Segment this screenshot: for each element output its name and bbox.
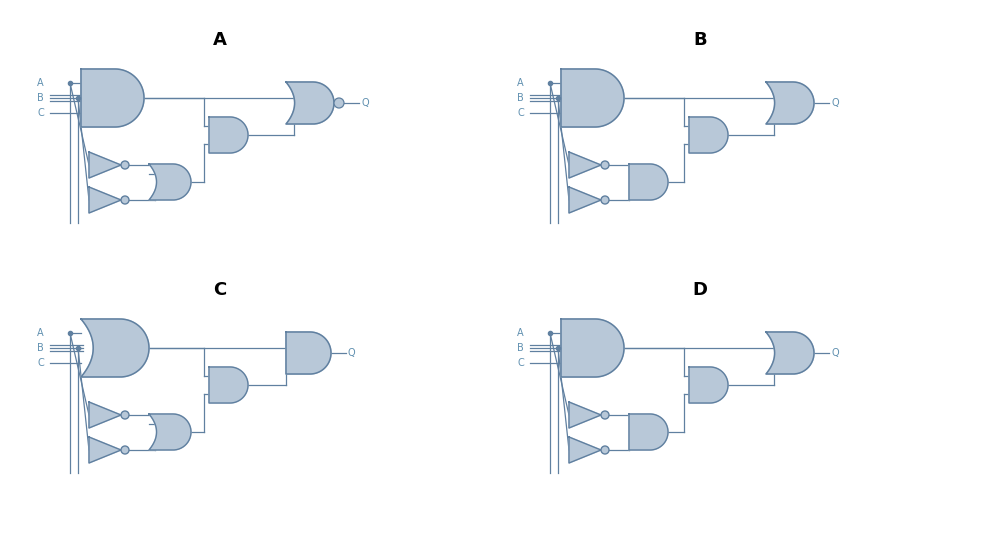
Text: Q: Q: [831, 98, 839, 108]
Polygon shape: [149, 414, 191, 450]
Polygon shape: [209, 367, 248, 403]
Text: C: C: [37, 358, 44, 368]
Polygon shape: [561, 319, 624, 377]
Text: C: C: [517, 358, 524, 368]
Text: C: C: [214, 281, 227, 299]
Text: B: B: [517, 343, 524, 353]
Text: B: B: [694, 31, 707, 49]
Text: A: A: [213, 31, 227, 49]
Polygon shape: [149, 164, 191, 200]
Polygon shape: [89, 402, 121, 428]
Circle shape: [601, 161, 609, 169]
Polygon shape: [569, 152, 601, 178]
Polygon shape: [629, 164, 668, 200]
Circle shape: [601, 446, 609, 454]
Text: B: B: [517, 93, 524, 103]
Polygon shape: [89, 152, 121, 178]
Text: C: C: [517, 108, 524, 118]
Polygon shape: [286, 332, 331, 374]
Text: A: A: [517, 78, 524, 88]
Circle shape: [121, 446, 129, 454]
Text: D: D: [692, 281, 708, 299]
Polygon shape: [689, 367, 728, 403]
Polygon shape: [209, 117, 248, 153]
Text: Q: Q: [348, 348, 356, 358]
Polygon shape: [81, 319, 149, 377]
Polygon shape: [81, 69, 144, 127]
Text: B: B: [37, 93, 44, 103]
Text: Q: Q: [361, 98, 369, 108]
Circle shape: [121, 161, 129, 169]
Polygon shape: [569, 187, 601, 213]
Circle shape: [121, 411, 129, 419]
Polygon shape: [766, 82, 814, 124]
Text: B: B: [37, 343, 44, 353]
Polygon shape: [89, 437, 121, 463]
Circle shape: [334, 98, 344, 108]
Polygon shape: [561, 69, 624, 127]
Circle shape: [601, 411, 609, 419]
Circle shape: [601, 196, 609, 204]
Polygon shape: [569, 402, 601, 428]
Polygon shape: [286, 82, 334, 124]
Polygon shape: [629, 414, 668, 450]
Text: C: C: [37, 108, 44, 118]
Polygon shape: [689, 117, 728, 153]
Polygon shape: [766, 332, 814, 374]
Text: A: A: [37, 328, 44, 338]
Text: A: A: [517, 328, 524, 338]
Text: Q: Q: [831, 348, 839, 358]
Polygon shape: [89, 187, 121, 213]
Text: A: A: [37, 78, 44, 88]
Circle shape: [121, 196, 129, 204]
Polygon shape: [569, 437, 601, 463]
